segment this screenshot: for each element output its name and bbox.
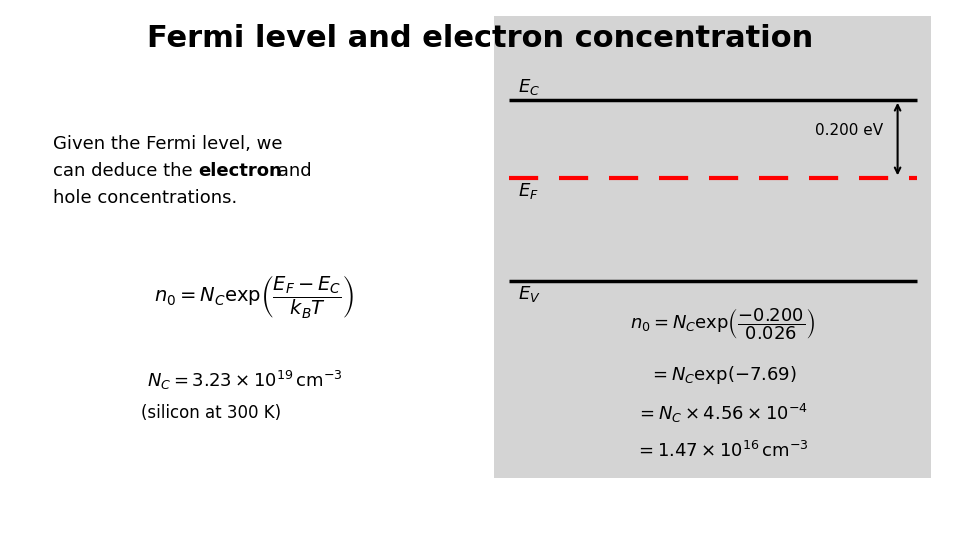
Text: $= 1.47 \times 10^{16}\,\mathrm{cm}^{-3}$: $= 1.47 \times 10^{16}\,\mathrm{cm}^{-3}… [636, 441, 809, 461]
Text: Fermi level and electron concentration: Fermi level and electron concentration [147, 24, 813, 53]
Text: $E_C$: $E_C$ [518, 77, 540, 97]
Text: $n_0 = N_C \exp\!\left(\dfrac{-0.200}{0.026}\right)$: $n_0 = N_C \exp\!\left(\dfrac{-0.200}{0.… [630, 306, 815, 342]
Text: and: and [272, 162, 311, 180]
Text: hole concentrations.: hole concentrations. [53, 189, 237, 207]
Text: Given the Fermi level, we: Given the Fermi level, we [53, 135, 282, 153]
Text: $E_V$: $E_V$ [518, 284, 541, 303]
Text: 0.200 eV: 0.200 eV [815, 124, 883, 138]
Text: $= N_C \exp(-7.69)$: $= N_C \exp(-7.69)$ [649, 364, 796, 386]
Text: $n_0 = N_C \exp\!\left(\dfrac{E_F - E_C}{k_B T}\right)$: $n_0 = N_C \exp\!\left(\dfrac{E_F - E_C}… [155, 273, 354, 321]
Bar [494, 16, 931, 478]
Text: (silicon at 300 K): (silicon at 300 K) [141, 404, 281, 422]
Text: $= N_C \times 4.56 \times 10^{-4}$: $= N_C \times 4.56 \times 10^{-4}$ [636, 402, 808, 424]
Text: can deduce the: can deduce the [53, 162, 198, 180]
Text: electron: electron [199, 162, 282, 180]
Text: $E_F$: $E_F$ [518, 181, 540, 201]
Text: $N_C = 3.23 \times 10^{19}\,\mathrm{cm}^{-3}$: $N_C = 3.23 \times 10^{19}\,\mathrm{cm}^… [147, 369, 343, 392]
